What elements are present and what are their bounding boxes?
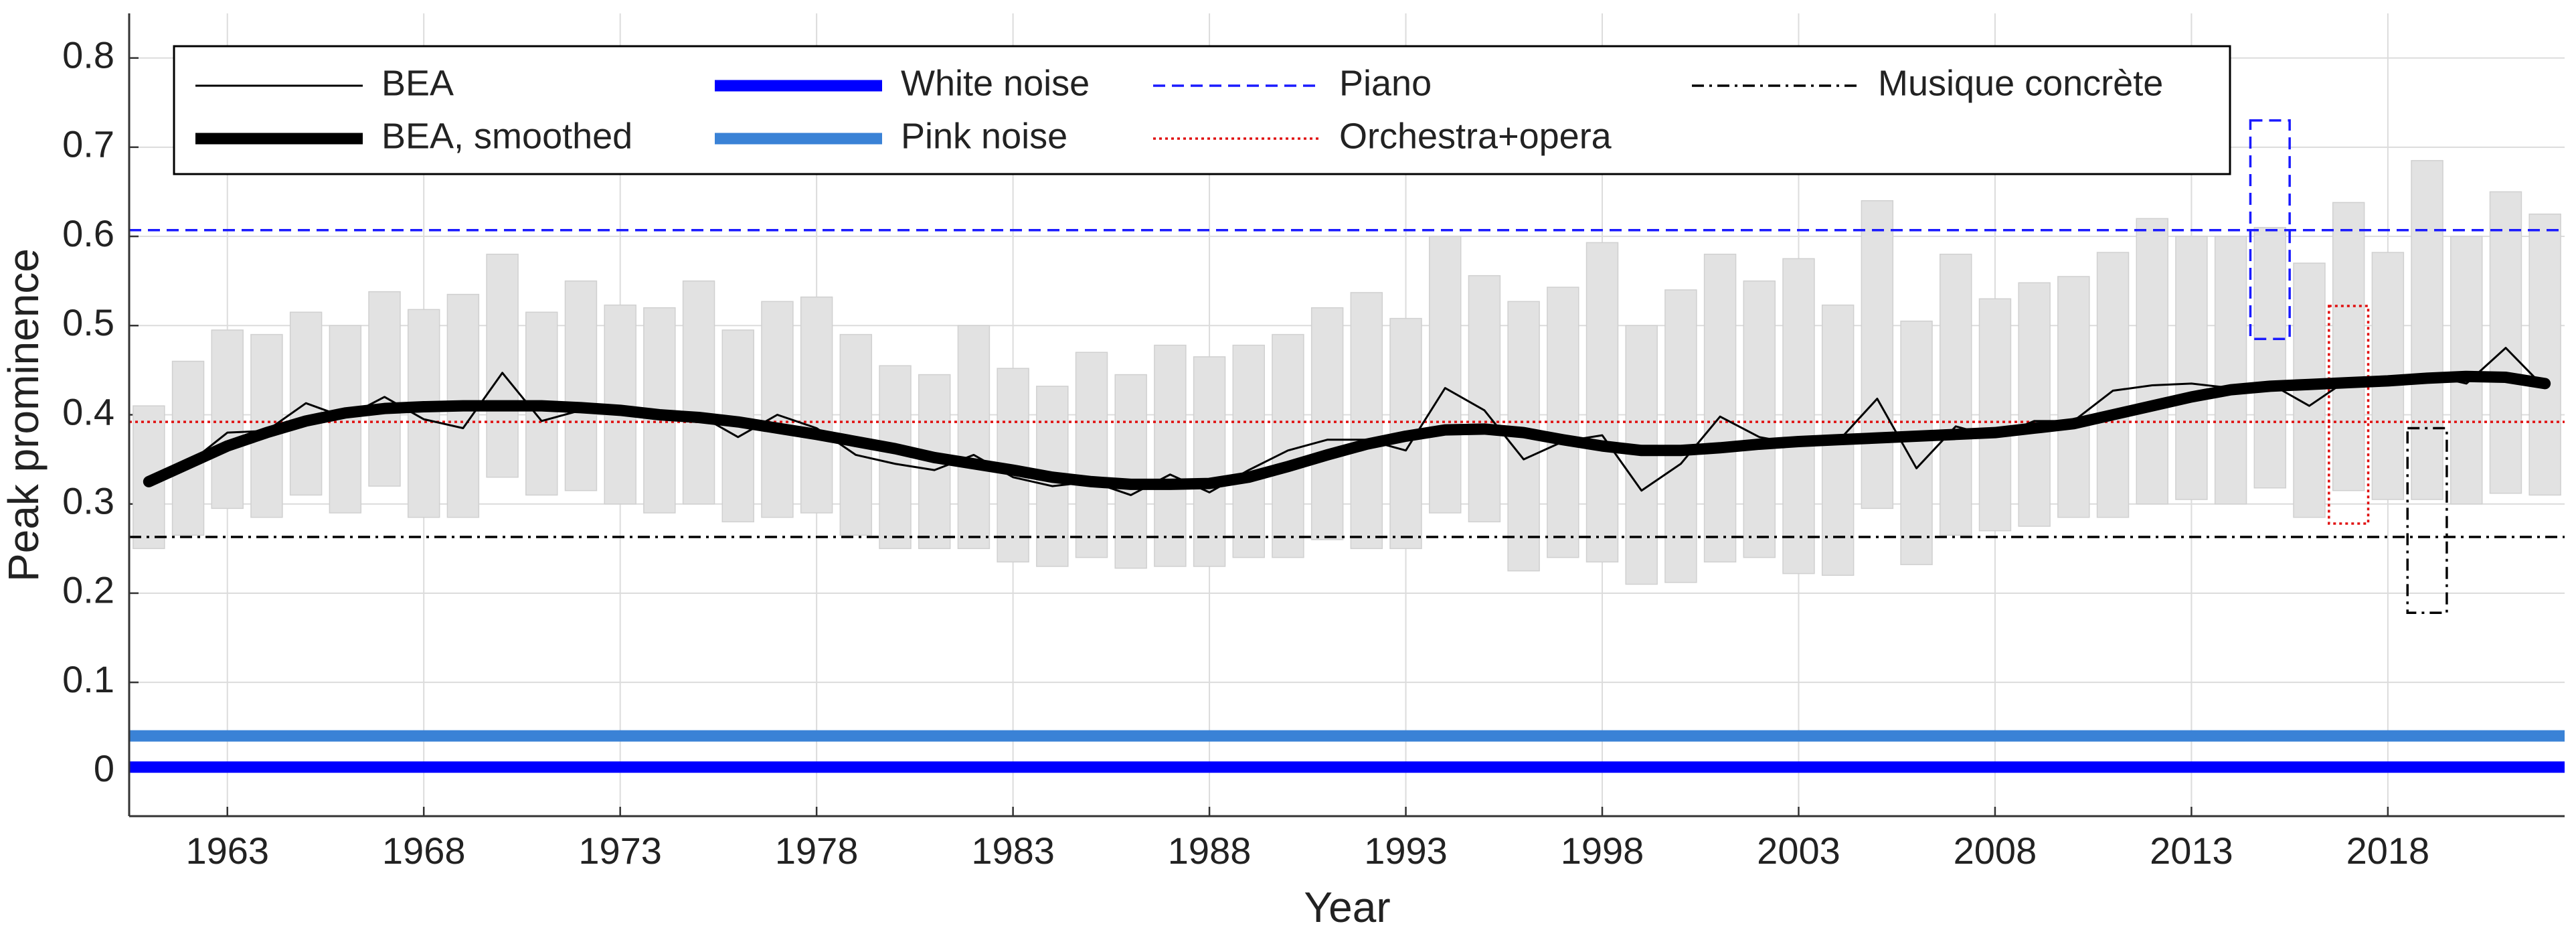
range-bar [2096,252,2130,518]
y-tick-label: 0.2 [62,569,114,611]
y-tick-label: 0.8 [62,33,114,76]
y-tick-label: 0.6 [62,212,114,254]
range-bar [1664,289,1697,583]
range-bar [2018,282,2051,527]
range-bar [1232,344,1265,558]
y-axis-label: Peak prominence [0,248,48,582]
range-bar [1350,292,1383,550]
range-box [2406,426,2448,615]
range-bar [1978,298,2012,532]
legend-label: Orchestra+opera [1339,116,1612,156]
x-tick-label: 1963 [185,830,269,872]
range-box [2328,305,2370,525]
range-bar [2057,276,2090,518]
range-bar [957,325,991,550]
range-bar [1114,374,1147,569]
range-bar [1703,253,1737,563]
range-bar [1940,253,1972,536]
range-bar [1585,242,1619,563]
range-box [2249,119,2291,341]
range-bar [2450,236,2483,505]
legend-label: BEA, smoothed [381,116,632,156]
x-tick-label: 1993 [1364,830,1448,872]
range-bar [250,333,283,518]
legend-box [173,45,2231,175]
x-tick-label: 2008 [1954,830,2037,872]
range-bar [1075,352,1108,558]
range-bar [2489,191,2522,494]
range-bar [1743,280,1776,558]
range-bar [1468,275,1501,523]
legend-label: Pink noise [901,116,1067,156]
range-bar [2528,214,2561,496]
x-tick-label: 1998 [1561,830,1644,872]
range-bar [2332,202,2365,491]
x-tick-label: 1968 [382,830,466,872]
x-tick-label: 2003 [1757,830,1840,872]
range-bar [1310,307,1344,540]
x-tick-label: 1978 [775,830,859,872]
legend-label: White noise [901,63,1090,103]
x-tick-label: 2013 [2150,830,2233,872]
legend-label: Musique concrète [1878,63,2163,103]
range-bar [171,360,205,536]
x-tick-label: 2018 [2346,830,2430,872]
range-bar [2136,218,2168,505]
range-bar [2411,160,2443,500]
range-bar [2253,226,2287,489]
range-bar [564,280,598,491]
range-bar [879,365,912,550]
legend-label: BEA [381,63,454,103]
range-bar [2214,236,2247,505]
range-bar [368,291,401,487]
range-bar [761,301,794,518]
y-tick-label: 0.1 [62,658,114,700]
range-bar [211,329,244,510]
series-line [147,347,2547,496]
range-bar [1429,236,1462,514]
range-bar [1782,258,1815,574]
x-axis-label: Year [1304,883,1390,931]
legend-label: Piano [1339,63,1432,103]
x-tick-label: 1983 [971,830,1055,872]
range-bar [486,253,519,478]
range-bar [1861,200,1894,510]
range-bar [800,296,833,514]
y-tick-label: 0.4 [62,390,114,433]
legend: BEA BEA, smoothed White noise Pink noise Pia… [173,45,2231,175]
x-tick-label: 1988 [1168,830,1252,872]
range-bar [1154,344,1187,567]
y-tick-label: 0 [94,747,114,789]
x-tick-label: 1973 [578,830,662,872]
range-bar [682,280,715,505]
range-bar [1193,356,1226,567]
y-tick-label: 0.5 [62,301,114,343]
range-bar [1900,320,1933,566]
series-line [143,370,2551,490]
range-bar [2175,236,2208,500]
range-bar [1272,333,1304,558]
y-tick-label: 0.7 [62,123,114,165]
y-tick-label: 0.3 [62,480,114,522]
